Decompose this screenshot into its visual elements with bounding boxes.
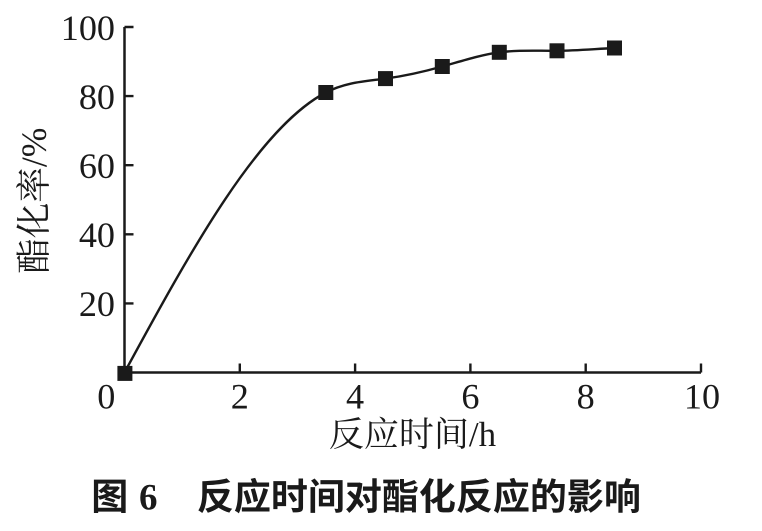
svg-text:20: 20 (79, 284, 115, 324)
svg-text:/h: /h (469, 415, 497, 454)
svg-text:6: 6 (139, 478, 158, 519)
svg-text:0: 0 (97, 377, 115, 417)
svg-text:100: 100 (61, 8, 115, 48)
svg-text:2: 2 (231, 377, 249, 417)
svg-text:10: 10 (684, 377, 720, 417)
svg-text:6: 6 (461, 377, 479, 417)
svg-text:40: 40 (79, 215, 115, 255)
svg-text:80: 80 (79, 77, 115, 117)
svg-text:60: 60 (79, 146, 115, 186)
svg-text:8: 8 (577, 377, 595, 417)
svg-text:/%: /% (14, 128, 54, 168)
svg-text:4: 4 (346, 377, 364, 417)
